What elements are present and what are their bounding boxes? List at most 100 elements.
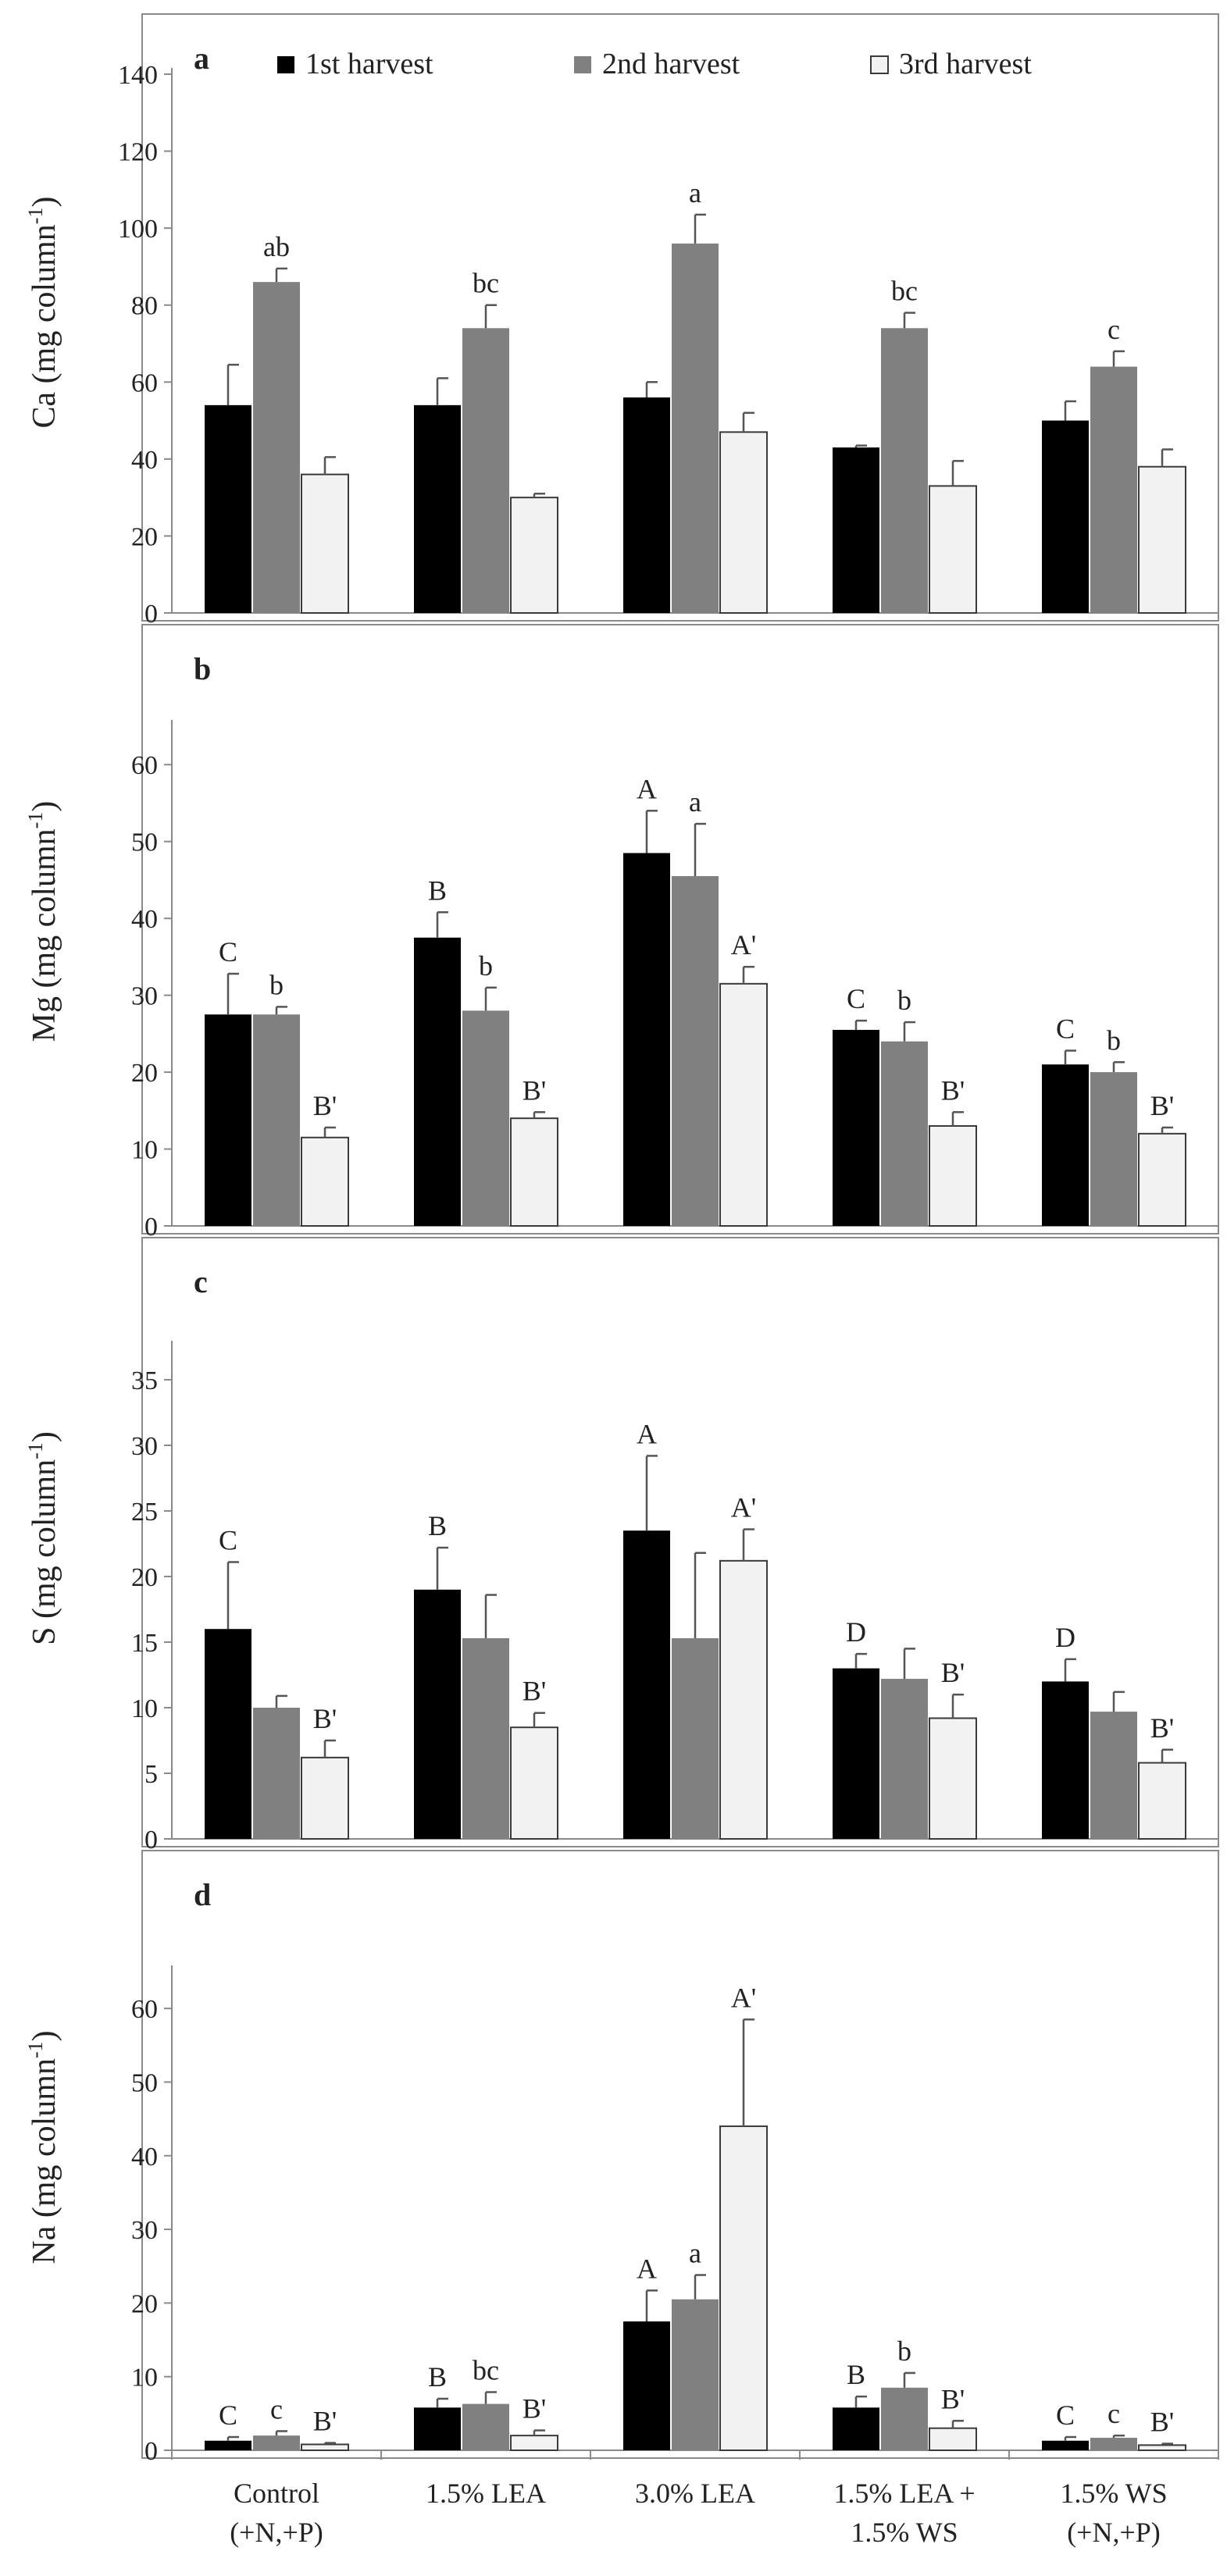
significance-letter: C bbox=[219, 1525, 237, 1556]
y-axis-title: Mg (mg column-1) bbox=[24, 801, 62, 1042]
bar-2nd-harvest bbox=[672, 243, 719, 613]
panel-frame bbox=[141, 13, 1219, 622]
bar-2nd-harvest bbox=[1090, 2437, 1137, 2450]
significance-letter: D bbox=[846, 1616, 866, 1648]
significance-letter: b bbox=[897, 985, 911, 1016]
significance-letter: B' bbox=[313, 1703, 337, 1734]
bar-3rd-harvest bbox=[929, 1125, 977, 1227]
significance-letter: B bbox=[428, 1510, 447, 1541]
bar-3rd-harvest bbox=[301, 473, 349, 614]
bar-2nd-harvest bbox=[672, 2299, 719, 2450]
panel-letter: a bbox=[194, 41, 209, 76]
bar-1st-harvest bbox=[623, 853, 670, 1226]
significance-letter: b bbox=[897, 2336, 911, 2367]
y-tick-label: 40 bbox=[131, 905, 158, 934]
y-tick-label: 0 bbox=[144, 1213, 158, 1242]
significance-letter: B' bbox=[941, 2383, 965, 2414]
significance-letter: A bbox=[637, 1418, 657, 1449]
legend-label: 3rd harvest bbox=[899, 48, 1032, 80]
bar-3rd-harvest bbox=[510, 1726, 558, 1840]
bar-3rd-harvest bbox=[1138, 465, 1186, 615]
significance-letter: bc bbox=[891, 276, 918, 307]
y-tick-label: 50 bbox=[131, 828, 158, 857]
bar-1st-harvest bbox=[1042, 1064, 1089, 1226]
significance-letter: B' bbox=[523, 2393, 547, 2425]
significance-letter: B' bbox=[523, 1074, 547, 1106]
panel-b: 0 10 20 30 40 50 60 Mg (mg column-1) b C B A C Cb b a b b… bbox=[24, 624, 1219, 1242]
bar-1st-harvest bbox=[833, 2407, 879, 2450]
y-tick-label: 0 bbox=[144, 600, 158, 629]
significance-letter: B bbox=[428, 875, 447, 906]
bar-3rd-harvest bbox=[1138, 1762, 1186, 1840]
bar-3rd-harvest bbox=[1138, 1132, 1186, 1227]
significance-letter: B' bbox=[941, 1657, 965, 1688]
significance-letter: B' bbox=[941, 1074, 965, 1106]
bar-3rd-harvest bbox=[301, 1136, 349, 1227]
bar-2nd-harvest bbox=[462, 1010, 509, 1226]
bar-3rd-harvest bbox=[719, 982, 768, 1227]
bar-2nd-harvest bbox=[881, 2387, 928, 2450]
significance-letter: a bbox=[689, 786, 701, 818]
bar-2nd-harvest bbox=[672, 876, 719, 1226]
y-tick-label: 60 bbox=[131, 751, 158, 780]
legend: 1st harvest 2nd harvest 3rd harvest bbox=[277, 48, 1032, 80]
bar-2nd-harvest bbox=[881, 1041, 928, 1226]
bar-2nd-harvest bbox=[462, 2403, 509, 2450]
y-tick-label: 35 bbox=[131, 1366, 158, 1395]
y-tick-label: 100 bbox=[118, 215, 158, 244]
bar-1st-harvest bbox=[623, 397, 670, 613]
category-label: 1.5% WS bbox=[1060, 2478, 1167, 2509]
bar-1st-harvest bbox=[1042, 1681, 1089, 1839]
y-tick-label: 15 bbox=[131, 1629, 158, 1658]
significance-letter: bc bbox=[473, 268, 499, 299]
significance-letter: bc bbox=[473, 2354, 499, 2385]
bar-2nd-harvest bbox=[1090, 1712, 1137, 1839]
bar-1st-harvest bbox=[1042, 2440, 1089, 2450]
legend-swatch bbox=[870, 55, 889, 74]
bar-2nd-harvest bbox=[881, 328, 928, 613]
significance-letter: c bbox=[1108, 2398, 1120, 2429]
bar-2nd-harvest bbox=[1090, 366, 1137, 613]
bar-1st-harvest bbox=[833, 1668, 879, 1839]
significance-letter: B' bbox=[1150, 1712, 1175, 1744]
y-tick-label: 0 bbox=[144, 2437, 158, 2466]
y-tick-label: 30 bbox=[131, 982, 158, 1011]
bar-1st-harvest bbox=[623, 2321, 670, 2450]
bar-1st-harvest bbox=[205, 1629, 251, 1839]
bar-1st-harvest bbox=[414, 937, 461, 1226]
significance-letter: B' bbox=[313, 2406, 337, 2437]
category-axis-labels: Control (+N,+P) 1.5% LEA 3.0% LEA 1.5% LEA +… bbox=[171, 2450, 1219, 2548]
bar-3rd-harvest bbox=[510, 1117, 558, 1227]
bar-2nd-harvest bbox=[881, 1679, 928, 1839]
bar-1st-harvest bbox=[414, 1589, 461, 1839]
bar-2nd-harvest bbox=[462, 1637, 509, 1839]
bar-3rd-harvest bbox=[301, 2443, 349, 2451]
significance-letter: B bbox=[428, 2361, 447, 2393]
y-tick-label: 10 bbox=[131, 1136, 158, 1165]
significance-letter: A bbox=[637, 2253, 657, 2284]
bar-2nd-harvest bbox=[253, 1708, 300, 1839]
bar-1st-harvest bbox=[205, 2440, 251, 2450]
bar-1st-harvest bbox=[205, 404, 251, 613]
y-tick-label: 40 bbox=[131, 2143, 158, 2172]
y-axis-title: Ca (mg column-1) bbox=[24, 197, 62, 429]
y-tick-label: 30 bbox=[131, 2216, 158, 2245]
y-tick-label: 5 bbox=[144, 1760, 158, 1789]
panel-frame bbox=[141, 1237, 1219, 1847]
significance-letter: A' bbox=[731, 1982, 756, 2013]
bar-3rd-harvest bbox=[929, 485, 977, 614]
significance-letter: C bbox=[219, 2400, 237, 2431]
bar-3rd-harvest bbox=[301, 1756, 349, 1840]
y-tick-label: 20 bbox=[131, 1059, 158, 1088]
y-tick-label: 10 bbox=[131, 1694, 158, 1723]
bar-2nd-harvest bbox=[672, 1637, 719, 1839]
legend-swatch bbox=[277, 56, 294, 73]
category-label: (+N,+P) bbox=[230, 2517, 323, 2548]
bar-2nd-harvest bbox=[462, 328, 509, 613]
category-label: 1.5% WS bbox=[851, 2517, 958, 2548]
panel-letter: d bbox=[194, 1877, 211, 1912]
significance-letter: B' bbox=[313, 1090, 337, 1121]
significance-letter: A' bbox=[731, 929, 756, 960]
